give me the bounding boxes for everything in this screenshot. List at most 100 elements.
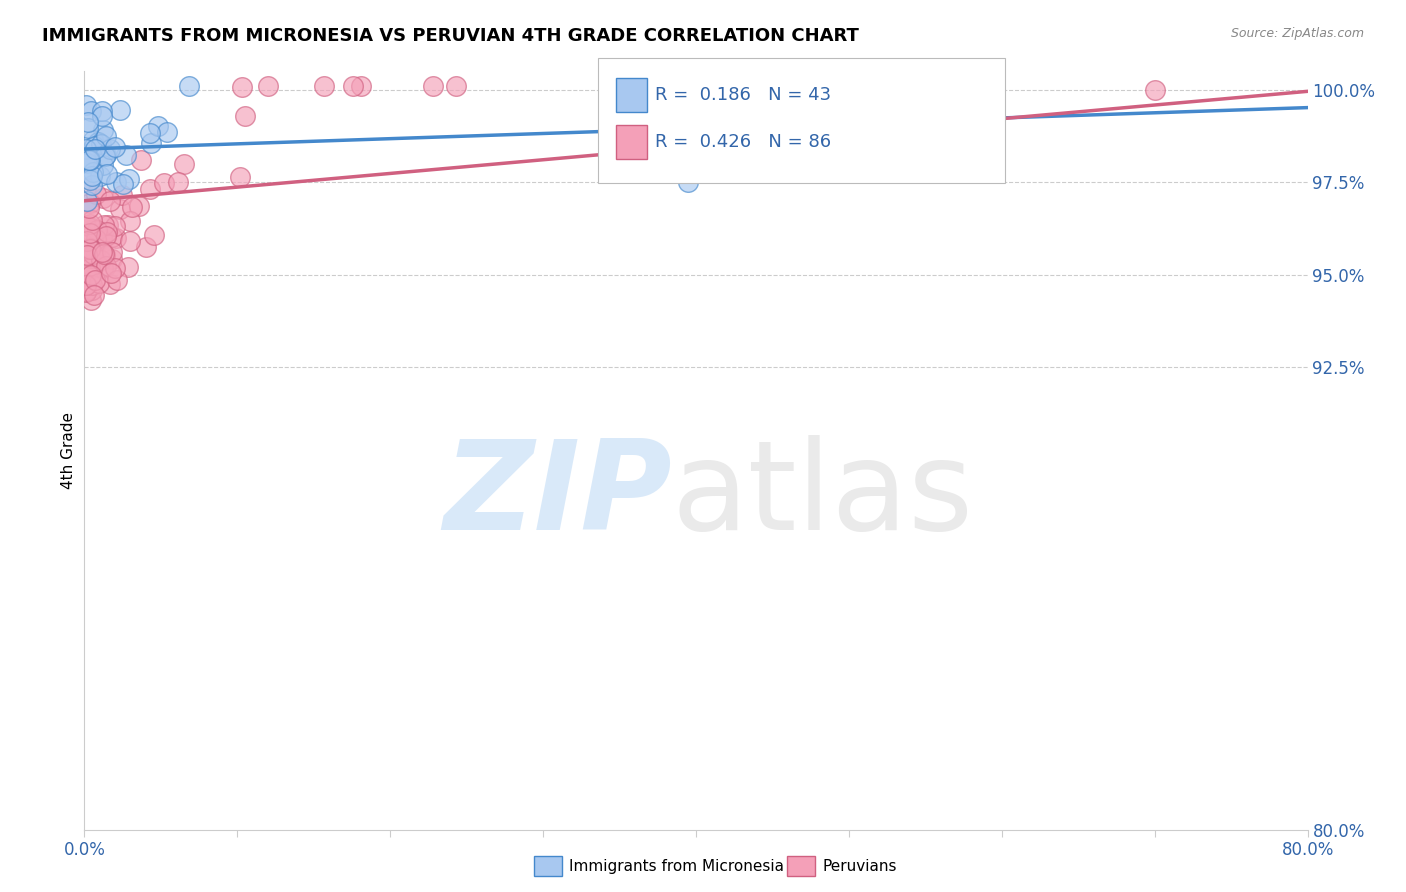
Point [83,139,105,153]
Point [82,221,104,235]
Point [79,243,101,257]
Point [75,277,97,292]
Point [108,202,131,216]
Point [173,157,195,171]
Point [79,173,101,187]
Point [75,181,97,195]
Point [118,172,141,186]
Point [90,137,112,152]
Point [79,153,101,168]
Point [91,109,114,123]
Point [93,246,115,260]
Point [89,169,111,184]
Point [90,244,112,259]
Point [82,260,104,275]
Point [76,248,98,262]
Point [84,187,107,202]
Point [233,109,256,123]
Point [152,176,174,190]
Point [120,214,142,228]
Point [90,230,112,244]
Point [77,250,100,264]
Point [79,196,101,211]
Point [104,175,127,189]
Point [100,230,122,244]
Point [104,219,127,234]
Point [75,285,97,299]
Point [422,79,444,94]
Point [104,139,127,153]
Point [231,80,253,95]
Point [146,119,169,133]
Point [91,191,114,205]
Point [94,148,117,162]
Point [76,156,98,170]
Point [79,241,101,255]
Text: atlas: atlas [672,435,973,557]
Point [75,219,97,233]
Point [82,283,104,297]
Point [96,129,118,144]
Point [82,247,104,261]
Point [75,218,97,232]
Point [111,187,134,202]
Point [83,142,105,156]
Point [96,225,118,239]
Point [97,218,120,232]
Point [100,244,122,259]
Point [93,158,115,172]
Point [121,200,143,214]
Point [115,148,138,162]
Point [77,115,100,129]
Text: Immigrants from Micronesia: Immigrants from Micronesia [569,859,785,873]
Point [75,284,97,298]
Point [111,177,134,191]
Point [86,223,108,237]
Point [79,268,101,282]
Point [90,253,112,268]
Point [86,135,108,149]
Point [139,136,162,150]
Point [84,244,107,258]
Point [80,278,103,293]
Point [86,232,108,246]
Point [98,194,121,209]
Point [90,104,112,119]
Point [79,217,101,231]
Point [93,218,115,232]
Point [131,153,153,168]
Point [91,260,114,275]
Point [257,79,280,94]
Point [75,264,97,278]
Point [143,228,166,243]
Point [77,153,100,168]
Point [108,103,131,117]
Point [75,98,97,112]
Point [82,165,104,179]
Point [94,149,117,163]
Point [100,266,122,280]
Point [79,219,101,234]
Point [75,143,97,157]
Point [82,169,104,183]
Point [96,228,118,243]
Point [80,251,103,265]
Point [79,226,101,240]
Point [80,178,103,192]
Text: Source: ZipAtlas.com: Source: ZipAtlas.com [1230,27,1364,40]
Text: Peruvians: Peruvians [823,859,897,873]
Point [96,167,118,181]
Point [75,152,97,166]
Point [342,79,364,94]
Text: ZIP: ZIP [443,435,672,557]
Point [75,278,97,293]
Point [139,181,162,195]
Point [678,175,700,189]
Point [117,260,139,274]
Point [77,120,100,135]
Point [83,287,105,301]
Point [83,273,105,287]
Point [166,175,188,189]
Point [76,194,98,208]
Point [101,252,124,267]
